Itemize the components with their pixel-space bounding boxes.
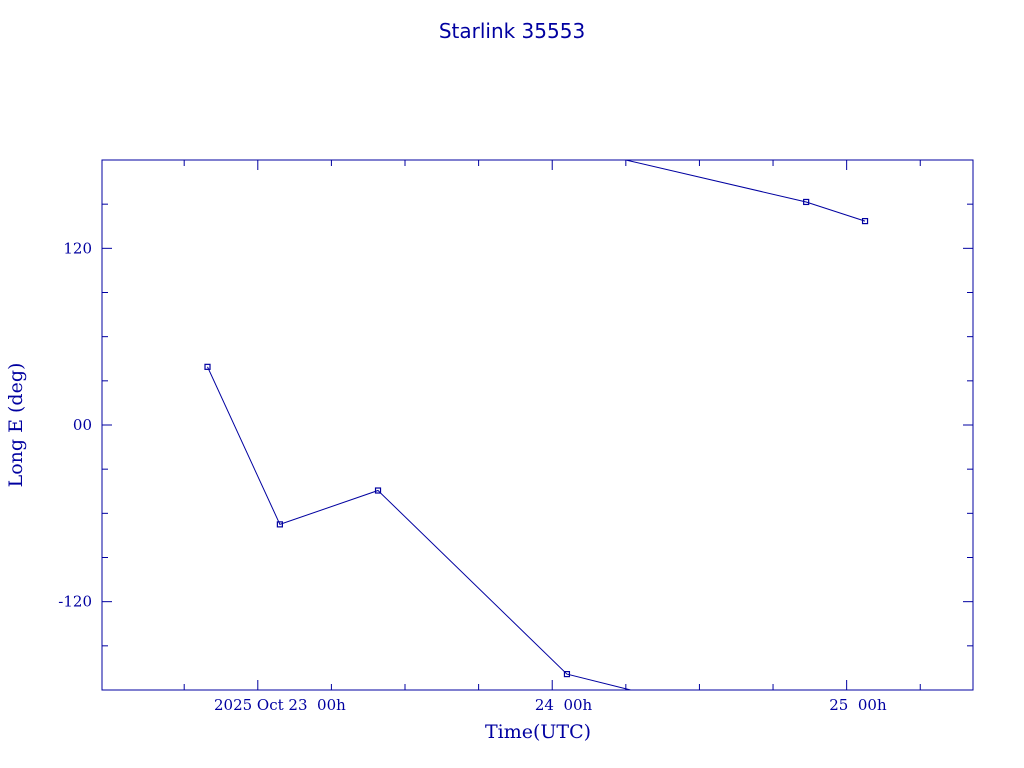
x-tick-label: 2025 Oct 23 00h (214, 696, 346, 714)
y-axis-label: Long E (deg) (5, 363, 27, 488)
y-tick-labels: 120 00 -120 (58, 239, 92, 610)
x-axis-label: Time(UTC) (485, 721, 591, 743)
data-point-marker (204, 363, 211, 370)
data-point-marker (276, 521, 283, 528)
y-tick-label: 00 (73, 416, 92, 434)
y-tick-label: 120 (63, 239, 92, 257)
series-markers (204, 198, 869, 678)
data-point-marker (861, 217, 869, 225)
x-tick-label: 25 00h (829, 696, 887, 714)
x-tick-labels: 2025 Oct 23 00h 24 00h 25 00h (214, 696, 887, 714)
data-point-marker (374, 487, 382, 494)
x-tick-label: 24 00h (535, 696, 593, 714)
minor-ticks (102, 160, 973, 690)
y-tick-label: -120 (58, 593, 92, 611)
chart-title: Starlink 35553 (439, 19, 585, 43)
series-lines (207, 159, 866, 691)
plot-frame (101, 159, 974, 691)
series-line (625, 159, 866, 222)
series-line (207, 366, 631, 691)
data-point-marker (563, 670, 571, 678)
data-point-marker (803, 198, 810, 206)
